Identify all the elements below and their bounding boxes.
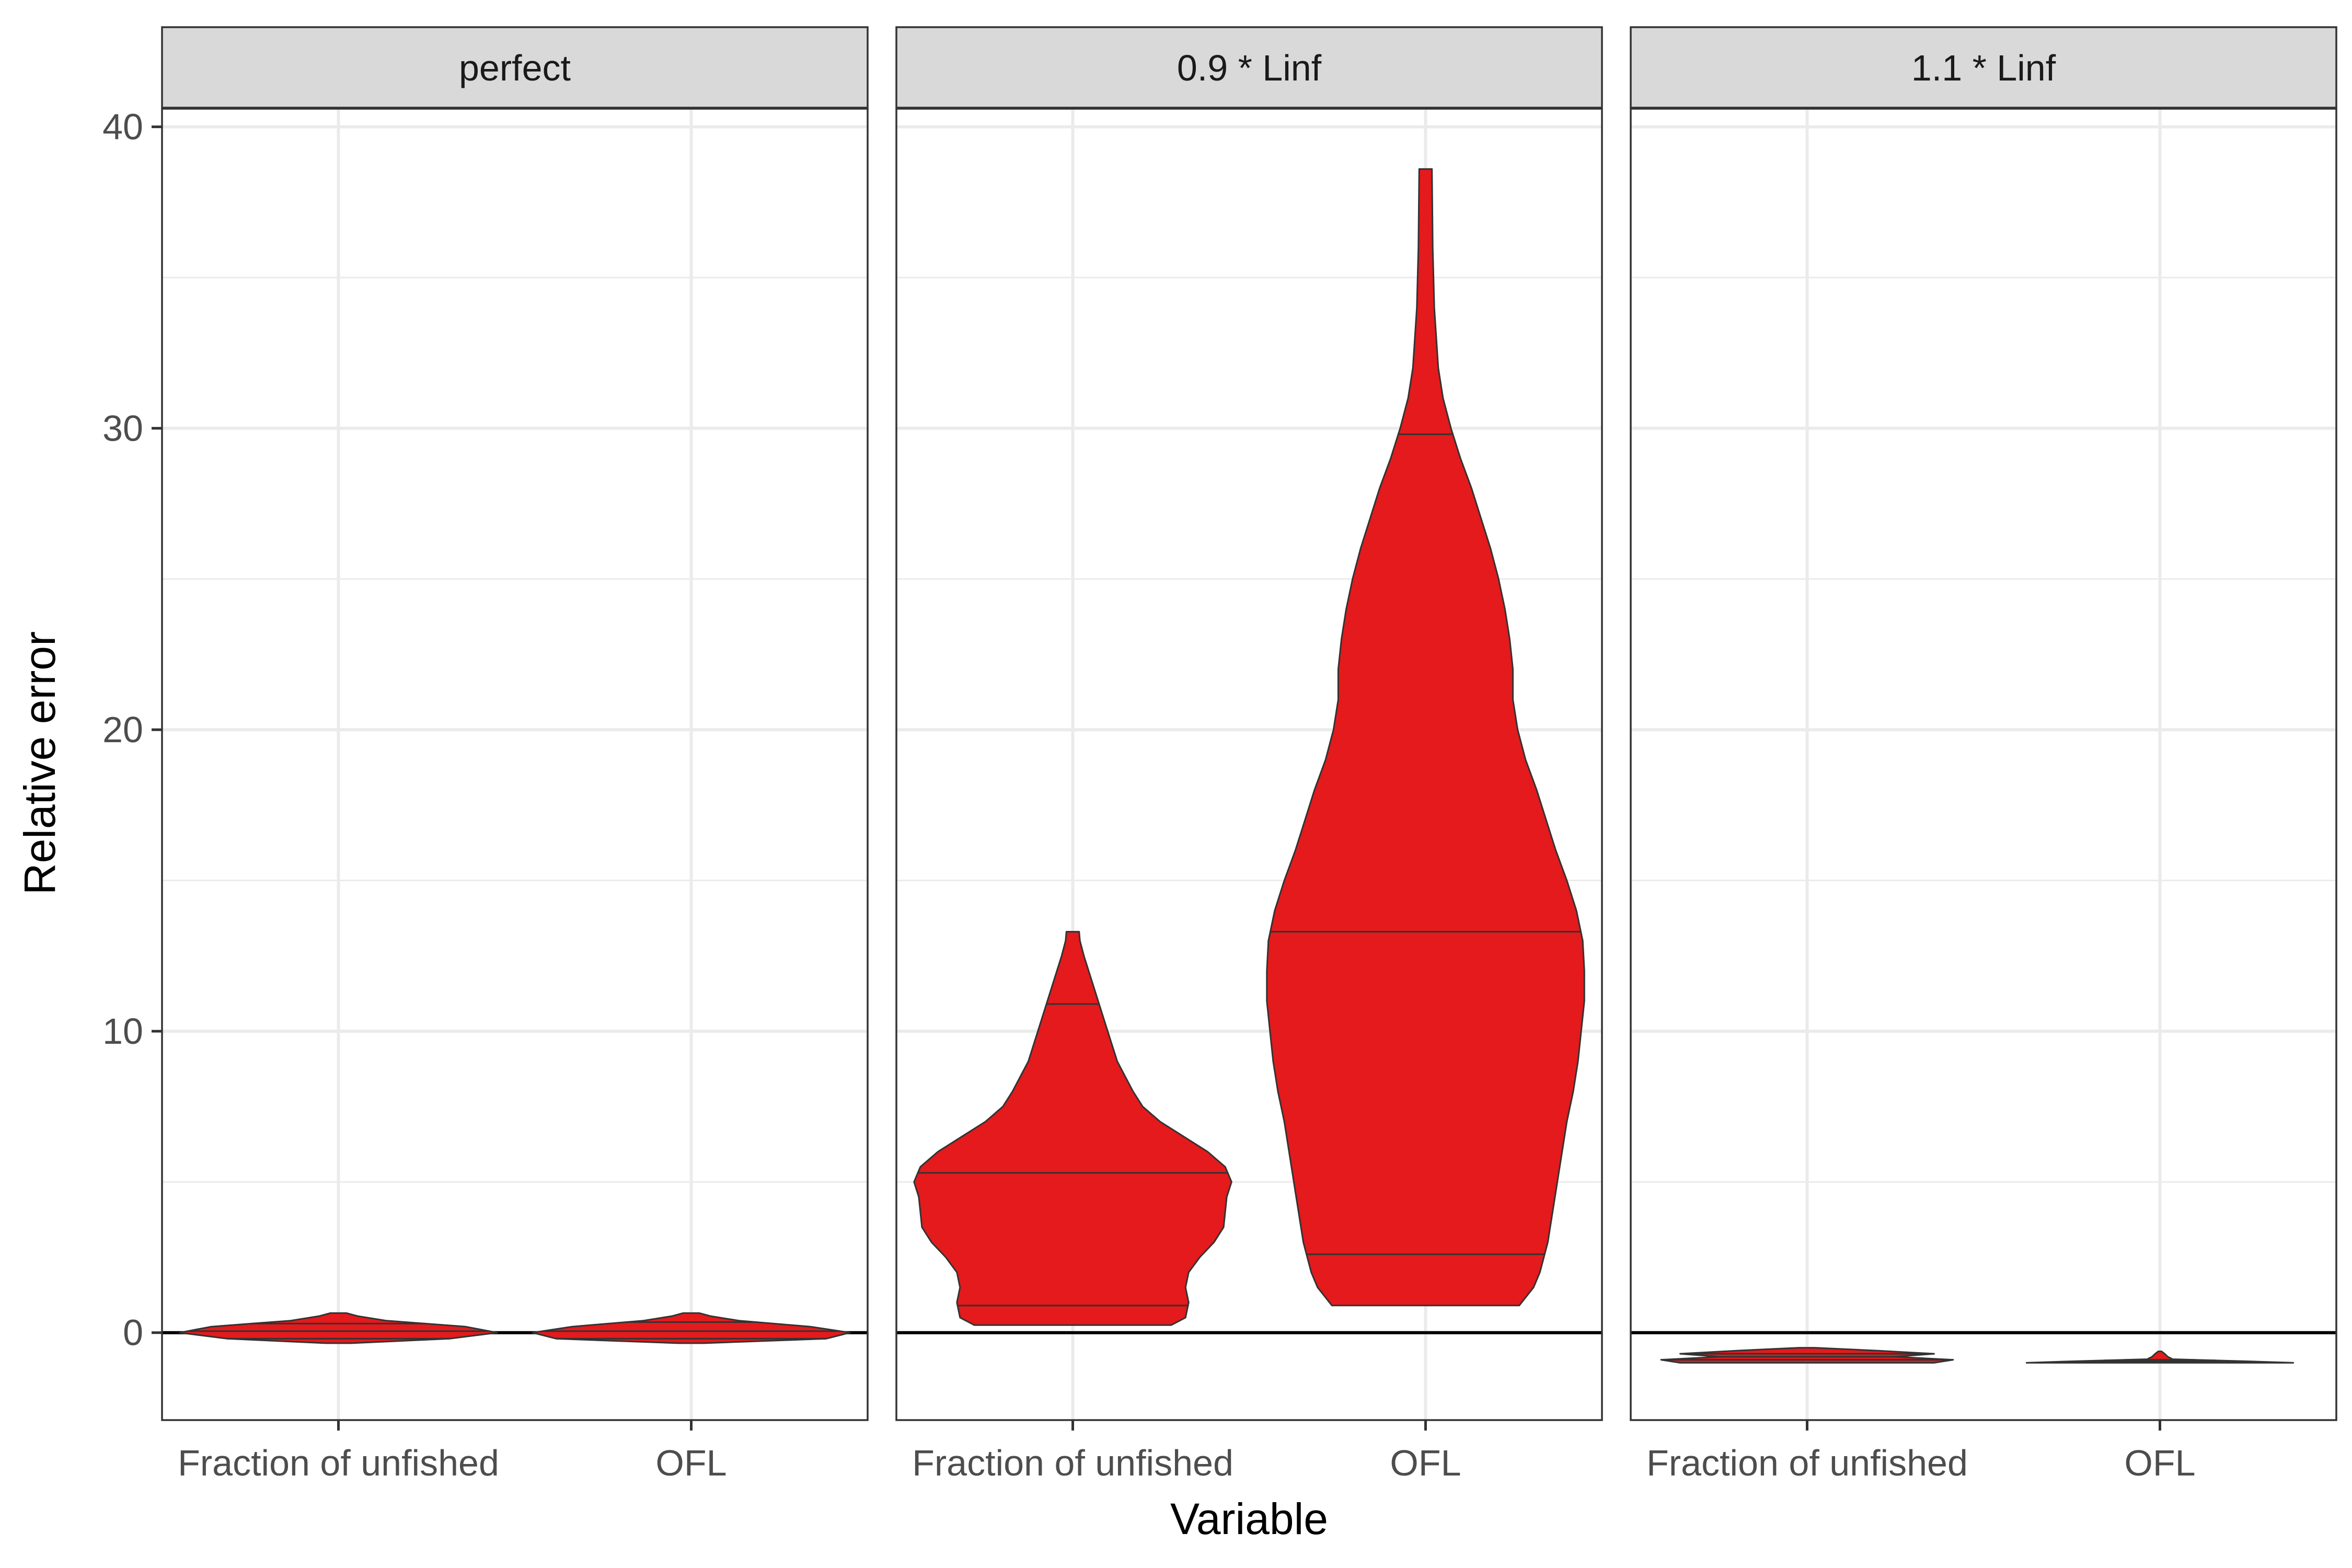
facet-strip-label: 0.9 * Linf [1177, 48, 1322, 88]
facet-strip [895, 26, 1603, 109]
violin-shape [1266, 168, 1585, 1307]
y-tick-label: 0 [123, 1312, 143, 1353]
x-tick-label: Fraction of unfished [178, 1443, 499, 1483]
panel-border [161, 108, 869, 1421]
y-axis-title: Relative error [15, 631, 64, 895]
panel-background [1631, 109, 2336, 1420]
panel-border [895, 108, 1603, 1421]
y-tick-label: 10 [102, 1011, 143, 1052]
y-tick-label: 30 [102, 408, 143, 448]
y-tick-label: 40 [102, 107, 143, 147]
facet-strip-label: 1.1 * Linf [1911, 48, 2056, 88]
x-tick-label: OFL [2124, 1443, 2195, 1483]
x-tick-label: OFL [1390, 1443, 1461, 1483]
facet-strip [1630, 26, 2337, 109]
facet-panel: perfect Fraction of unfished OFL [161, 26, 869, 1483]
facet-strip-label: perfect [459, 48, 571, 88]
x-tick-label: Fraction of unfished [912, 1443, 1233, 1483]
panel-border [1630, 108, 2337, 1421]
x-tick-label: Fraction of unfished [1646, 1443, 1968, 1483]
x-axis-title: Variable [1170, 1494, 1328, 1543]
violin-shape [913, 931, 1232, 1326]
facet-panel: 0.9 * Linf Fraction of unfished OFL [895, 26, 1603, 1483]
facet-panel: 1.1 * Linf Fraction of unfished OFL [1630, 26, 2337, 1483]
panel-background [162, 109, 868, 1420]
facet-strip [161, 26, 869, 109]
x-tick-label: OFL [655, 1443, 727, 1483]
y-axis: 0 10 20 30 40 [102, 107, 162, 1353]
y-tick-label: 20 [102, 709, 143, 750]
